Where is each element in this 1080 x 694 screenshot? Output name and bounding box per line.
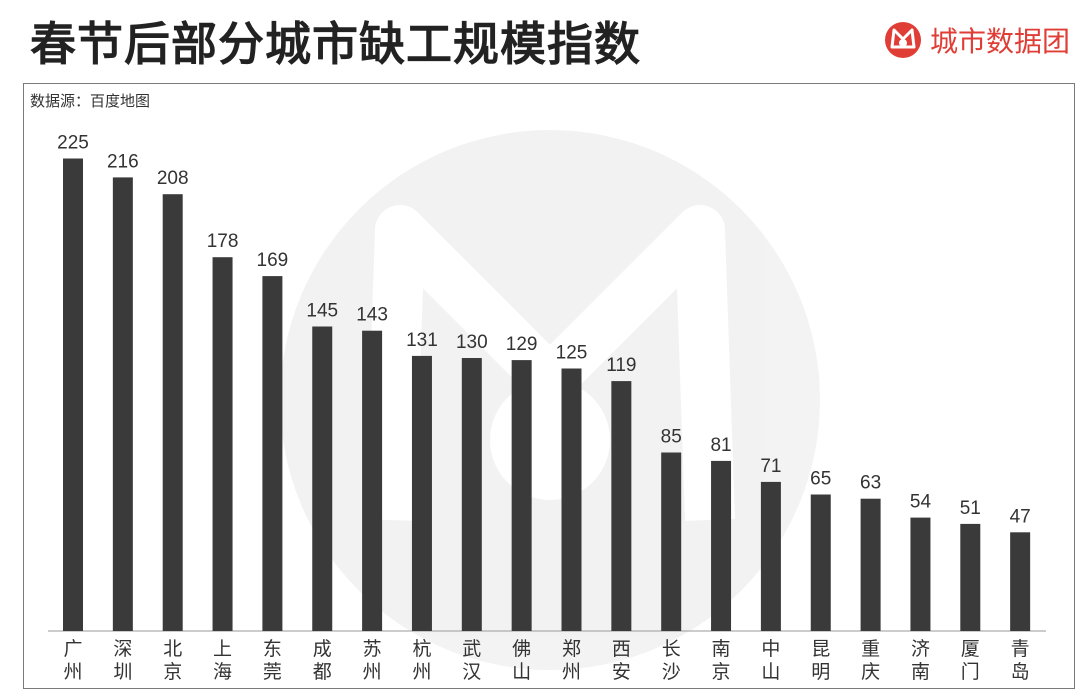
bar-17	[910, 517, 931, 631]
category-label-19: 青岛	[1011, 638, 1030, 683]
value-label-2: 208	[157, 168, 189, 189]
category-label-11: 西安	[612, 638, 631, 683]
bar-12	[661, 452, 682, 631]
brand-name: 城市数据团	[929, 25, 1070, 58]
brand-logo: 城市数据团	[884, 20, 1070, 60]
category-label-14: 中山	[761, 638, 780, 683]
bar-16	[860, 498, 881, 631]
bar-3	[212, 257, 233, 631]
value-label-7: 131	[406, 330, 438, 351]
value-label-16: 63	[860, 473, 881, 494]
value-label-19: 47	[1010, 506, 1031, 527]
bar-11	[611, 381, 632, 631]
category-label-13: 南京	[712, 638, 731, 683]
value-label-3: 178	[207, 231, 239, 252]
bar-18	[960, 523, 981, 631]
mask-logo-icon	[884, 22, 921, 58]
bar-4	[262, 276, 283, 631]
source-note: 数据源：百度地图	[30, 92, 151, 110]
category-label-18: 厦门	[961, 638, 980, 683]
category-label-7: 杭州	[412, 638, 431, 683]
bar-7	[411, 355, 432, 631]
value-label-12: 85	[661, 427, 682, 448]
value-label-14: 71	[760, 456, 781, 477]
category-label-16: 重庆	[861, 638, 880, 683]
category-label-4: 东莞	[263, 638, 282, 683]
category-label-15: 昆明	[811, 638, 830, 683]
value-label-13: 81	[710, 435, 731, 456]
category-label-1: 深圳	[113, 638, 132, 683]
bar-13	[711, 460, 732, 631]
category-label-6: 苏州	[363, 638, 382, 683]
bar-0	[63, 158, 83, 631]
value-label-11: 119	[606, 355, 636, 376]
value-label-5: 145	[306, 301, 338, 322]
category-label-0: 广州	[63, 638, 82, 683]
bar-15	[810, 494, 831, 631]
mask-logo-watermark	[280, 130, 820, 670]
category-label-5: 成都	[313, 638, 332, 683]
category-label-9: 佛山	[512, 638, 531, 683]
value-label-10: 125	[556, 343, 588, 364]
bar-19	[1010, 532, 1031, 631]
category-label-10: 郑州	[562, 638, 581, 683]
category-label-3: 上海	[213, 638, 232, 683]
bar-2	[162, 194, 183, 631]
bar-8	[461, 358, 482, 631]
value-label-4: 169	[257, 250, 289, 271]
category-label-2: 北京	[163, 638, 182, 683]
value-label-6: 143	[356, 305, 388, 326]
value-label-15: 65	[810, 469, 831, 490]
value-label-8: 130	[456, 332, 488, 353]
bar-14	[760, 481, 781, 631]
bar-9	[511, 360, 532, 631]
bar-6	[362, 330, 383, 631]
value-label-18: 51	[960, 498, 981, 519]
chart-frame	[23, 83, 1075, 689]
value-label-17: 54	[910, 492, 932, 513]
category-label-8: 武汉	[462, 638, 481, 683]
category-label-12: 长沙	[662, 638, 681, 683]
value-label-9: 129	[506, 334, 538, 355]
value-label-0: 225	[57, 133, 89, 154]
category-label-17: 济南	[911, 638, 930, 683]
bar-10	[561, 368, 582, 631]
bar-1	[112, 177, 133, 631]
value-label-1: 216	[107, 151, 139, 172]
page-title: 春节后部分城市缺工规模指数	[30, 17, 641, 71]
bar-5	[312, 326, 333, 631]
